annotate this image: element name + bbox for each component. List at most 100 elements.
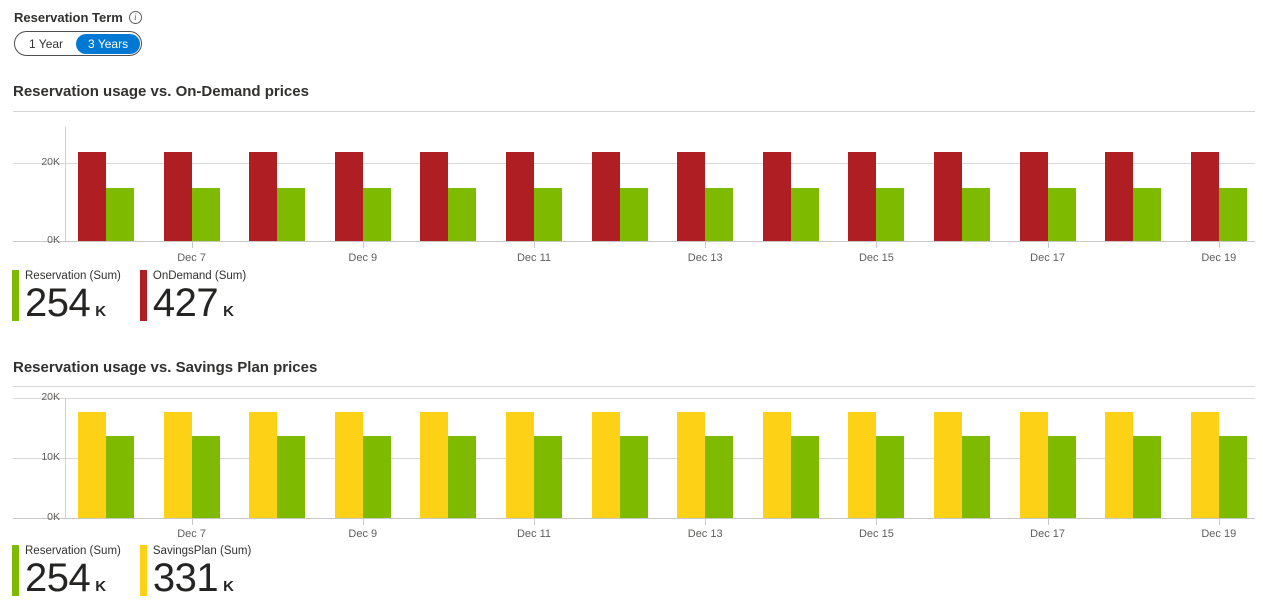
bar-savingsplan[interactable]	[591, 411, 620, 518]
bar-ondemand[interactable]	[1190, 152, 1219, 241]
bar-reservation[interactable]	[619, 188, 648, 241]
x-axis-tick	[705, 242, 707, 248]
bar-savingsplan[interactable]	[1105, 411, 1134, 518]
chart-ondemand-legend: Reservation (Sum) 254 K OnDemand (Sum) 427 K	[12, 270, 246, 323]
legend-unit: K	[223, 303, 234, 320]
bar-savingsplan[interactable]	[848, 411, 877, 518]
legend-label: Reservation (Sum)	[25, 545, 121, 557]
info-icon[interactable]: i	[128, 11, 142, 24]
bar-ondemand[interactable]	[78, 152, 106, 241]
y-axis-label: 0K	[47, 511, 60, 523]
bar-ondemand[interactable]	[420, 152, 449, 241]
bar-ondemand[interactable]	[762, 152, 791, 241]
divider	[13, 111, 1255, 112]
chart-savingsplan-legend: Reservation (Sum) 254 K SavingsPlan (Sum) 33…	[12, 545, 251, 598]
gridline-0K	[13, 518, 1255, 519]
bar-reservation[interactable]	[534, 188, 562, 241]
bar-reservation[interactable]	[876, 436, 905, 518]
bar-reservation[interactable]	[362, 188, 391, 241]
y-axis-line	[65, 398, 66, 518]
bar-ondemand[interactable]	[677, 152, 706, 241]
bar-reservation[interactable]	[790, 436, 819, 518]
bar-reservation[interactable]	[191, 436, 220, 518]
bar-ondemand[interactable]	[163, 152, 192, 241]
bar-savingsplan[interactable]	[78, 411, 106, 518]
x-axis-tick	[362, 242, 364, 248]
legend-label: OnDemand (Sum)	[152, 270, 247, 282]
bar-reservation[interactable]	[106, 436, 134, 518]
x-axis-label: Dec 15	[858, 528, 894, 540]
bar-savingsplan[interactable]	[677, 411, 706, 518]
bar-reservation[interactable]	[191, 188, 220, 241]
bar-reservation[interactable]	[277, 436, 306, 518]
x-axis-tick	[534, 242, 535, 248]
bar-reservation[interactable]	[705, 188, 734, 241]
bar-reservation[interactable]	[962, 188, 990, 241]
bar-ondemand[interactable]	[334, 152, 363, 241]
bar-savingsplan[interactable]	[762, 411, 791, 518]
x-axis-label: Dec 13	[687, 528, 723, 540]
x-axis-tick	[534, 519, 535, 525]
bar-reservation[interactable]	[362, 436, 391, 518]
bar-reservation[interactable]	[106, 188, 134, 241]
bar-savingsplan[interactable]	[1019, 411, 1048, 518]
bar-savingsplan[interactable]	[420, 411, 449, 518]
bar-reservation[interactable]	[790, 188, 819, 241]
bar-savingsplan[interactable]	[249, 411, 278, 518]
bar-reservation[interactable]	[1047, 436, 1076, 518]
legend-value: 254	[25, 556, 91, 600]
x-axis-label: Dec 17	[1030, 528, 1066, 540]
bar-savingsplan[interactable]	[934, 411, 962, 518]
legend-color-bar	[139, 270, 147, 321]
bar-reservation[interactable]	[1047, 188, 1076, 241]
x-axis-tick	[876, 519, 878, 525]
bar-reservation[interactable]	[277, 188, 306, 241]
bar-reservation[interactable]	[705, 436, 734, 518]
y-axis-label: 0K	[47, 234, 60, 246]
legend-label: Reservation (Sum)	[25, 270, 121, 282]
bar-ondemand[interactable]	[1105, 152, 1134, 241]
bar-ondemand[interactable]	[848, 152, 877, 241]
toggle-option-3-years[interactable]: 3 Years	[76, 33, 141, 54]
x-axis-label: Dec 13	[687, 252, 723, 264]
chart-title-savingsplan: Reservation usage vs. Savings Plan price…	[13, 359, 318, 376]
bar-reservation[interactable]	[962, 436, 990, 518]
bar-savingsplan[interactable]	[334, 411, 363, 518]
bar-ondemand[interactable]	[591, 152, 620, 241]
legend-card-reservation: Reservation (Sum) 254 K	[12, 270, 121, 323]
bar-reservation[interactable]	[448, 188, 477, 241]
reservation-term-header: Reservation Term i	[14, 10, 142, 25]
x-axis-tick	[705, 519, 707, 525]
bar-reservation[interactable]	[1133, 188, 1162, 241]
divider	[13, 386, 1255, 387]
legend-unit: K	[95, 578, 107, 595]
bar-reservation[interactable]	[1218, 188, 1247, 241]
legend-card-reservation: Reservation (Sum) 254 K	[12, 545, 121, 598]
bar-reservation[interactable]	[1133, 436, 1162, 518]
x-axis-label: Dec 11	[516, 252, 552, 264]
y-axis-label: 20K	[41, 391, 60, 403]
x-axis-tick	[1047, 519, 1049, 525]
reservation-term-toggle: 1 Year 3 Years	[14, 31, 143, 56]
x-axis-label: Dec 15	[858, 252, 894, 264]
bar-reservation[interactable]	[534, 436, 562, 518]
bar-ondemand[interactable]	[506, 152, 534, 241]
bar-reservation[interactable]	[876, 188, 905, 241]
bar-reservation[interactable]	[619, 436, 648, 518]
bar-savingsplan[interactable]	[506, 411, 534, 518]
toggle-option-1-year[interactable]: 1 Year	[29, 36, 64, 51]
x-axis-label: Dec 11	[516, 528, 552, 540]
bar-savingsplan[interactable]	[163, 411, 192, 518]
legend-unit: K	[95, 303, 107, 320]
bar-reservation[interactable]	[448, 436, 477, 518]
x-axis-label: Dec 19	[1201, 528, 1237, 540]
x-axis-tick	[191, 242, 193, 248]
bar-reservation[interactable]	[1218, 436, 1247, 518]
bar-ondemand[interactable]	[249, 152, 278, 241]
bar-savingsplan[interactable]	[1190, 411, 1219, 518]
legend-value: 427	[152, 281, 219, 325]
bar-ondemand[interactable]	[1019, 152, 1048, 241]
bar-ondemand[interactable]	[934, 152, 962, 241]
